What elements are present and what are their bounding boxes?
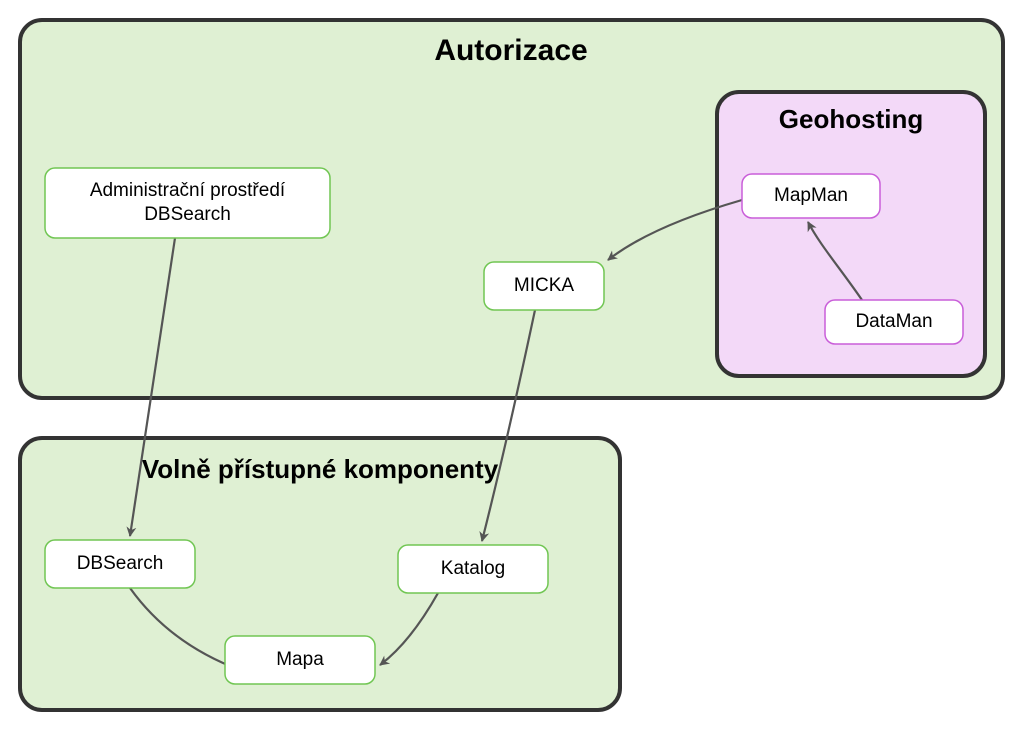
node-dataman: DataMan: [825, 300, 963, 344]
node-dbsearch-label-0: DBSearch: [77, 553, 164, 574]
node-katalog: Katalog: [398, 545, 548, 593]
node-mapman-label-0: MapMan: [774, 185, 848, 206]
container-autorizace-title: Autorizace: [434, 34, 587, 67]
container-volne-title: Volně přístupné komponenty: [142, 454, 499, 484]
node-admin-label-0: Administrační prostředí: [90, 180, 286, 201]
container-geohosting-title: Geohosting: [779, 104, 923, 134]
node-admin: Administrační prostředí DBSearch: [45, 168, 330, 238]
node-katalog-label-0: Katalog: [441, 558, 505, 579]
node-mapman: MapMan: [742, 174, 880, 218]
node-admin-label-1: DBSearch: [144, 204, 231, 225]
node-mapa-label-0: Mapa: [276, 649, 324, 670]
node-micka: MICKA: [484, 262, 604, 310]
node-dataman-label-0: DataMan: [855, 311, 932, 332]
node-micka-label-0: MICKA: [514, 275, 575, 296]
node-mapa: Mapa: [225, 636, 375, 684]
architecture-diagram: Autorizace Geohosting Volně přístupné komp…: [0, 0, 1023, 730]
node-dbsearch: DBSearch: [45, 540, 195, 588]
